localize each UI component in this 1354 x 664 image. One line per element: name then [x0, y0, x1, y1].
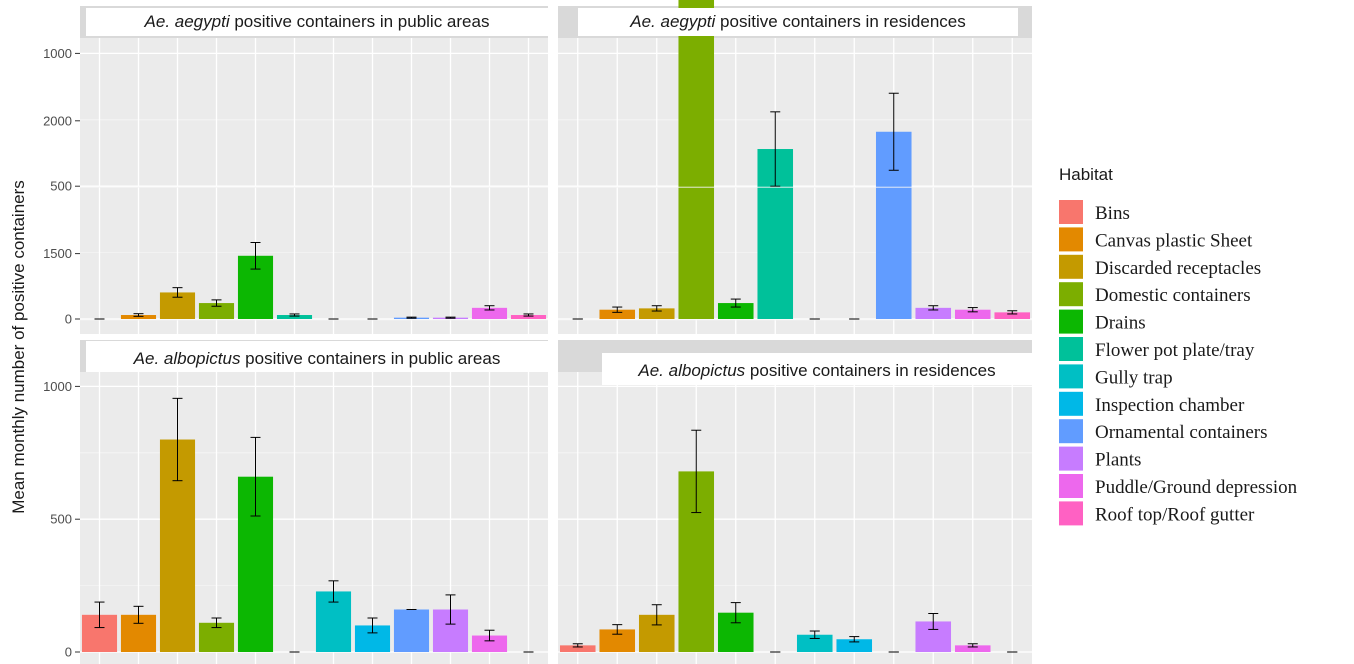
panel-3: Ae. albopictus positive containers in pu… [80, 186, 548, 664]
legend-label-11: Puddle/Ground depression [1095, 477, 1298, 498]
legend-label-3: Discarded receptacles [1095, 258, 1261, 279]
panel-title-species: Ae. albopictus [637, 361, 745, 380]
bar-6 [276, 315, 313, 319]
y-tick-label: 0 [65, 312, 72, 327]
legend-label-4: Domestic containers [1095, 285, 1251, 306]
legend-swatch-8 [1059, 391, 1083, 416]
strip-title-box [86, 341, 548, 372]
strip-title-box [86, 8, 548, 36]
bar-8 [836, 639, 873, 652]
legend-label-10: Plants [1095, 450, 1141, 471]
bar-4 [678, 0, 715, 319]
legend-swatch-9 [1059, 419, 1083, 444]
legend-swatch-7 [1059, 364, 1083, 389]
panel-background [558, 6, 1032, 334]
bar-7 [796, 634, 833, 652]
y-tick-label: 1000 [43, 46, 72, 61]
legend-swatch-2 [1059, 227, 1083, 252]
bar-3 [638, 308, 675, 319]
legend-swatch-4 [1059, 282, 1083, 307]
panel-title-rest: positive containers in residences [745, 361, 995, 380]
legend-swatch-10 [1059, 446, 1083, 471]
panel-title-species: Ae. aegypti [144, 12, 231, 31]
panel-background [558, 340, 1032, 664]
legend-swatch-12 [1059, 501, 1083, 526]
y-tick-label: 1000 [43, 379, 72, 394]
bar-5 [717, 303, 754, 319]
panel-title: Ae. albopictus positive containers in re… [637, 361, 995, 380]
panel-title-rest: positive containers in public areas [230, 12, 490, 31]
legend-label-1: Bins [1095, 203, 1130, 224]
y-tick-label: 1500 [43, 246, 72, 261]
legend-title: Habitat [1059, 165, 1113, 184]
legend-label-7: Gully trap [1095, 367, 1173, 388]
y-tick-label: 500 [50, 512, 72, 527]
bar-11 [471, 635, 508, 652]
panel-title: Ae. albopictus positive containers in pu… [133, 349, 501, 368]
bar-1 [559, 645, 596, 652]
bar-12 [510, 315, 547, 319]
legend-label-9: Ornamental containers [1095, 422, 1268, 443]
legend-label-2: Canvas plastic Sheet [1095, 230, 1253, 251]
y-tick-label: 2000 [43, 113, 72, 128]
panel-2: Ae. aegypti positive containers in resid… [558, 0, 1032, 334]
panel-1: Ae. aegypti positive containers in publi… [80, 6, 548, 334]
bar-12 [994, 312, 1031, 319]
panel-title: Ae. aegypti positive containers in resid… [629, 12, 965, 31]
legend-label-5: Drains [1095, 313, 1146, 334]
strip-title-box [578, 8, 1018, 36]
legend-label-12: Roof top/Roof gutter [1095, 504, 1255, 525]
legend-label-8: Inspection chamber [1095, 395, 1245, 416]
legend-swatch-5 [1059, 309, 1083, 334]
panel-background [80, 340, 548, 664]
y-axis-title: Mean monthly number of positive containe… [9, 180, 28, 514]
bar-9 [393, 609, 430, 652]
y-tick-label: 500 [50, 179, 72, 194]
legend-swatch-3 [1059, 254, 1083, 279]
panel-title: Ae. aegypti positive containers in publi… [144, 12, 490, 31]
bar-11 [471, 307, 508, 319]
panel-background [80, 6, 548, 334]
legend-swatch-11 [1059, 474, 1083, 498]
panel-title-species: Ae. aegypti [629, 12, 716, 31]
bar-4 [198, 303, 235, 319]
bar-11 [954, 645, 991, 652]
legend-label-6: Flower pot plate/tray [1095, 340, 1255, 361]
legend-swatch-1 [1059, 200, 1083, 224]
panel-4: Ae. albopictus positive containers in re… [558, 186, 1032, 664]
panel-title-species: Ae. albopictus [133, 349, 241, 368]
bar-2 [120, 315, 157, 319]
panel-title-rest: positive containers in residences [715, 12, 965, 31]
legend-swatch-6 [1059, 337, 1083, 361]
strip-title-box [602, 353, 1032, 385]
bar-2 [599, 309, 636, 319]
legend: Habitat Bins Canvas plastic Sheet Discarde… [1059, 165, 1298, 526]
bar-11 [954, 309, 991, 319]
y-tick-label: 0 [65, 645, 72, 660]
bar-10 [915, 307, 952, 319]
bar-2 [599, 629, 636, 652]
panel-title-rest: positive containers in public areas [240, 349, 500, 368]
